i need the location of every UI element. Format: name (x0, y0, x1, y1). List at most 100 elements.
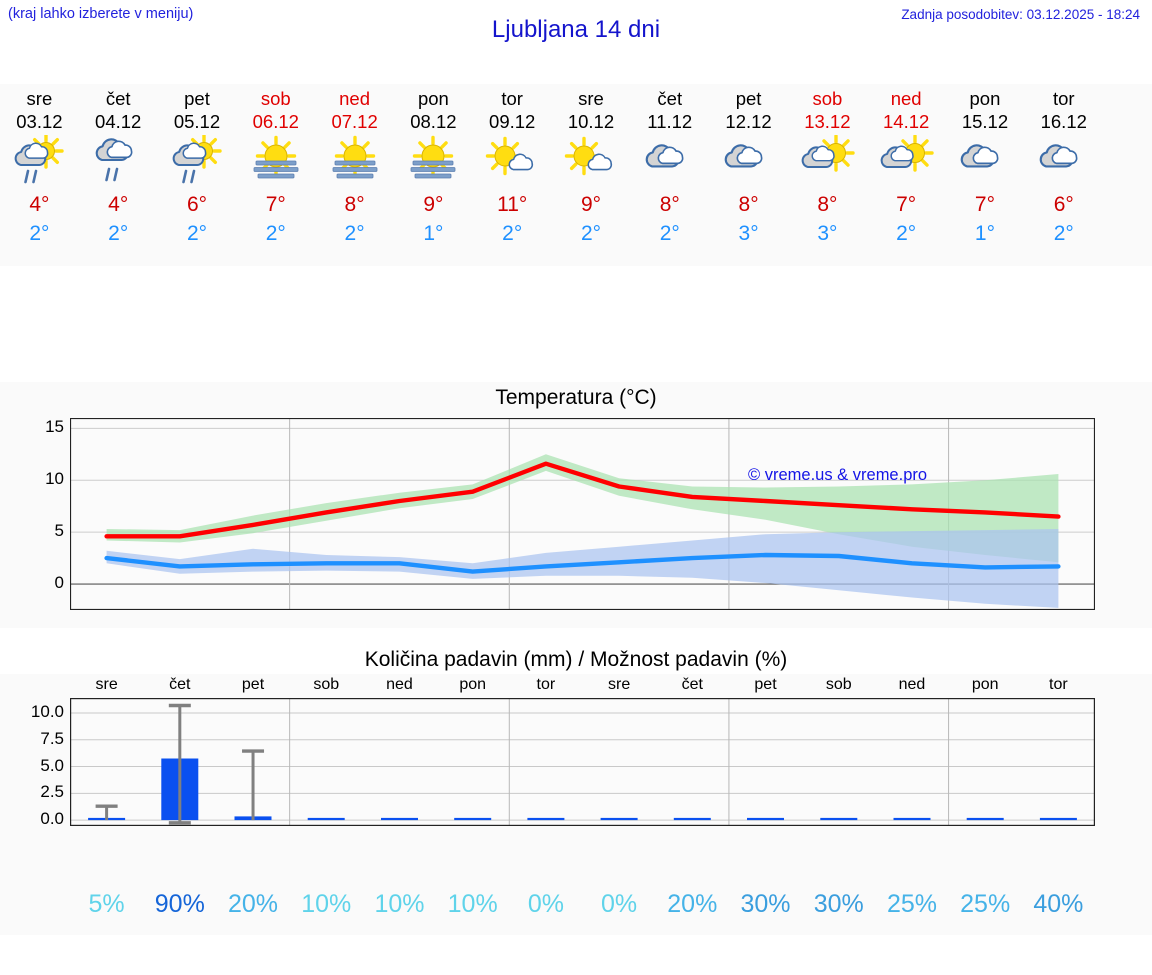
day-column[interactable]: ned 07.12 8° 2° (315, 84, 394, 266)
temperature-min-label: 2° (265, 222, 286, 245)
day-column[interactable]: pon 08.12 9° 1° (394, 84, 473, 266)
precipitation-category-labels: sre čet pet sob ned pon tor sre čet pet sob ned pon t… (0, 674, 1152, 698)
day-of-week-label: tor (501, 88, 523, 109)
precipitation-y-tick-label: 10.0 (30, 701, 64, 721)
precipitation-category-label: ned (898, 676, 926, 693)
day-date-label: 07.12 (331, 111, 378, 132)
day-column[interactable]: sre 10.12 9° 2° (552, 84, 631, 266)
day-of-week-label: ned (890, 88, 922, 109)
day-column[interactable]: čet 04.12 4° 2° (79, 84, 158, 266)
day-of-week-label: pet (735, 88, 762, 109)
day-of-week-label: pon (417, 88, 449, 109)
day-of-week-label: sre (26, 88, 53, 109)
temperature-max-label: 7° (265, 193, 286, 216)
precipitation-probability-label: 90% (154, 890, 205, 918)
last-update-label: Zadnja posodobitev: 03.12.2025 - 18:24 (901, 7, 1140, 22)
precipitation-y-tick-label: 2.5 (40, 782, 64, 802)
temperature-max-label: 4° (29, 193, 50, 216)
day-column[interactable]: tor 09.12 11° 2° (473, 84, 552, 266)
temperature-max-label: 6° (186, 193, 208, 216)
temperature-chart-title: Temperatura (°C) (495, 386, 657, 409)
cloud-icon (720, 135, 778, 187)
sun-cloud-rain-icon (10, 133, 68, 187)
temperature-min-label: 2° (186, 222, 208, 245)
day-column[interactable]: sob 13.12 8° 3° (788, 84, 867, 266)
precipitation-category-label: tor (1049, 676, 1068, 693)
day-column[interactable]: sre 03.12 4° 2° (0, 84, 79, 266)
precipitation-probability-label: 0% (601, 890, 638, 918)
temperature-min-label: 3° (817, 222, 838, 245)
day-date-label: 16.12 (1040, 111, 1087, 132)
precipitation-category-label: ned (386, 676, 413, 693)
temperature-max-label: 8° (344, 193, 365, 216)
precipitation-category-label: pon (459, 676, 487, 693)
temperature-max-label: 9° (580, 193, 602, 216)
cloud-icon (956, 135, 1014, 187)
day-of-week-label: sob (812, 88, 843, 109)
day-of-week-label: čet (105, 88, 131, 109)
temperature-min-label: 1° (423, 222, 444, 245)
day-date-label: 06.12 (252, 111, 299, 132)
temperature-max-label: 6° (1053, 193, 1074, 216)
day-date-label: 09.12 (489, 111, 536, 132)
precipitation-probability-label: 10% (301, 890, 352, 918)
cloud-icon (641, 135, 699, 187)
day-of-week-label: tor (1052, 88, 1075, 109)
precipitation-category-label: pon (971, 676, 999, 693)
temperature-min-label: 2° (108, 222, 129, 245)
precipitation-y-tick-label: 7.5 (40, 728, 64, 748)
precipitation-category-label: čet (681, 676, 703, 693)
day-column[interactable]: ned 14.12 7° 2° (867, 84, 946, 266)
day-of-week-label: pet (184, 88, 210, 109)
day-column[interactable]: čet 11.12 8° 2° (630, 84, 709, 266)
day-column[interactable]: pon 15.12 7° 1° (946, 84, 1025, 266)
precipitation-probability-label: 20% (228, 890, 279, 918)
temperature-min-label: 2° (502, 222, 523, 245)
precipitation-probability-label: 40% (1033, 890, 1084, 918)
precipitation-category-label: čet (169, 676, 191, 693)
daily-forecast-strip: sre 03.12 4° 2° čet 04.12 4° 2° pet 05.12 6° 2° s… (0, 84, 1152, 266)
page-title: Ljubljana 14 dni (491, 16, 661, 43)
day-of-week-label: čet (657, 88, 683, 109)
temperature-min-label: 1° (974, 222, 995, 245)
sun-fog-icon (247, 135, 305, 187)
precipitation-category-label: pet (241, 676, 265, 693)
temperature-min-label: 2° (29, 222, 50, 245)
precipitation-y-tick-label: 0.0 (40, 809, 64, 829)
cloud-icon (1035, 135, 1093, 187)
sun-cloud-rain-icon (168, 133, 226, 187)
day-column[interactable]: pet 12.12 8° 3° (709, 84, 788, 266)
day-date-label: 08.12 (410, 111, 457, 132)
precipitation-category-label: sob (825, 676, 852, 693)
precipitation-section: Količina padavin (mm) / Možnost padavin … (0, 640, 1152, 935)
precipitation-probability-label: 10% (447, 890, 498, 918)
temperature-min-label: 2° (344, 222, 365, 245)
temperature-max-label: 9° (423, 193, 444, 216)
temperature-min-label: 3° (738, 222, 759, 245)
day-date-label: 12.12 (725, 111, 772, 132)
day-column[interactable]: pet 05.12 6° 2° (158, 84, 237, 266)
precipitation-category-label: sob (313, 676, 340, 693)
temperature-max-label: 8° (738, 193, 759, 216)
precipitation-category-label: sre (95, 676, 118, 693)
day-date-label: 03.12 (16, 111, 63, 132)
day-date-label: 11.12 (647, 111, 693, 132)
precipitation-probability-label: 5% (88, 890, 125, 918)
day-column[interactable]: tor 16.12 6° 2° (1024, 84, 1103, 266)
day-date-label: 13.12 (804, 111, 851, 132)
location-menu-note[interactable]: (kraj lahko izberete v meniju) (8, 6, 194, 22)
page-header: (kraj lahko izberete v meniju) Ljubljana… (0, 0, 1152, 60)
precipitation-probability-label: 25% (886, 890, 937, 918)
day-of-week-label: sre (578, 88, 604, 109)
precipitation-category-label: sre (607, 676, 631, 693)
temperature-y-tick-label: 0 (54, 573, 64, 593)
day-date-label: 15.12 (961, 111, 1009, 132)
temperature-max-label: 7° (896, 193, 917, 216)
sun-cloud-icon (877, 134, 935, 187)
day-of-week-label: sob (260, 88, 291, 109)
sun-fog-icon (404, 135, 462, 187)
sun-small-cloud-icon (562, 135, 620, 187)
day-of-week-label: ned (339, 88, 371, 109)
day-column[interactable]: sob 06.12 7° 2° (236, 84, 315, 266)
temperature-min-label: 2° (1053, 222, 1074, 245)
